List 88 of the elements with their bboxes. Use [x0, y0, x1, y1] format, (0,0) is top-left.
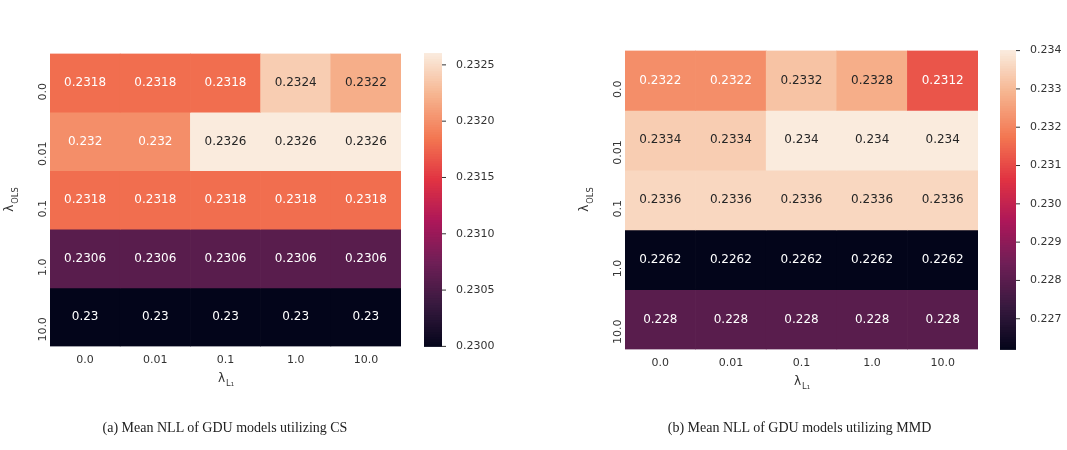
- data-label: 0.2324: [274, 75, 317, 89]
- data-label: 0.2262: [780, 251, 823, 266]
- data-label: 0.2306: [134, 250, 177, 265]
- data-label: 0.2306: [344, 250, 387, 265]
- data-label: 0.2318: [134, 75, 177, 89]
- y-tick-label: 10.0: [610, 319, 624, 345]
- y-axis-title: λOLS: [2, 187, 20, 212]
- data-label: 0.228: [784, 311, 819, 326]
- y-tick-label: 1.0: [35, 258, 49, 277]
- data-label: 0.2318: [274, 192, 317, 207]
- data-label: 0.2318: [64, 75, 107, 89]
- x-tick-label: 10.0: [930, 355, 955, 369]
- y-tick-label: 0.1: [610, 200, 624, 218]
- data-label: 0.2262: [921, 251, 964, 266]
- data-label: 0.2322: [709, 72, 752, 87]
- color-bar-label: 0.228: [1030, 273, 1062, 287]
- data-label: 0.2336: [709, 192, 752, 207]
- data-label: 0.2328: [851, 72, 894, 87]
- data-label: 0.2262: [639, 251, 682, 266]
- data-label: 0.2306: [204, 250, 247, 265]
- y-axis-title: λOLS: [577, 187, 595, 212]
- color-bar-label: 0.2305: [456, 282, 495, 296]
- data-label: 0.228: [854, 311, 890, 326]
- color-bar-label: 0.2315: [456, 170, 495, 184]
- color-bar-label: 0.2325: [456, 57, 495, 71]
- color-bar-label: 0.231: [1030, 158, 1062, 172]
- data-label: 0.232: [138, 133, 173, 148]
- data-label: 0.2318: [134, 192, 177, 207]
- color-bar-label: 0.2300: [456, 339, 495, 353]
- data-label: 0.228: [643, 311, 678, 326]
- x-tick-label: 0.0: [76, 352, 94, 366]
- data-label: 0.23: [282, 309, 310, 324]
- x-tick-label: 10.0: [353, 352, 379, 366]
- data-label: 0.2326: [344, 133, 387, 148]
- y-tick-label: 10.0: [35, 317, 49, 342]
- data-label: 0.23: [352, 309, 380, 324]
- x-tick-label: 1.0: [863, 355, 881, 369]
- y-tick-label: 0.01: [35, 141, 49, 166]
- data-label: 0.2262: [709, 251, 752, 266]
- x-tick-label: 0.01: [143, 352, 168, 366]
- data-label: 0.2318: [64, 192, 107, 207]
- data-label: 0.2312: [921, 72, 964, 87]
- color-bar-label: 0.234: [1030, 43, 1062, 57]
- x-tick-label: 1.0: [286, 352, 305, 366]
- x-tick-label: 0.1: [216, 352, 235, 366]
- color-bar-label: 0.230: [1030, 196, 1062, 210]
- data-label: 0.2318: [344, 192, 387, 207]
- data-label: 0.2334: [639, 132, 682, 147]
- color-bar-label: 0.229: [1030, 235, 1062, 248]
- color-bar-label: 0.232: [1030, 120, 1062, 134]
- data-label: 0.2334: [709, 132, 752, 147]
- data-label: 0.2306: [274, 250, 317, 265]
- data-label: 0.2318: [204, 192, 247, 207]
- data-label: 0.2336: [780, 192, 823, 207]
- y-tick-label: 0.01: [610, 140, 624, 165]
- data-label: 0.23: [141, 309, 169, 324]
- data-label: 0.234: [784, 132, 819, 147]
- text: (a) Mean NLL of GDU models utilizing CS: [101, 420, 349, 436]
- data-label: 0.2332: [780, 72, 823, 87]
- data-label: 0.2306: [64, 250, 107, 265]
- color-bar-label: 0.227: [1030, 311, 1062, 325]
- x-tick-label: 0.0: [651, 355, 670, 369]
- color-bar-label: 0.2310: [456, 226, 495, 240]
- y-tick-label: 0.0: [35, 82, 49, 101]
- color-bar-label: 0.2320: [456, 114, 495, 128]
- y-tick-label: 1.0: [610, 259, 624, 278]
- data-label: 0.228: [713, 311, 749, 326]
- data-label: 0.2322: [344, 75, 387, 89]
- text: (b) Mean NLL of GDU models utilizing MMD: [666, 420, 933, 436]
- data-label: 0.228: [925, 311, 960, 326]
- data-label: 0.234: [925, 132, 960, 147]
- data-label: 0.234: [854, 132, 890, 147]
- data-label: 0.2326: [274, 133, 317, 148]
- x-tick-label: 0.01: [718, 355, 744, 369]
- data-label: 0.23: [71, 309, 99, 324]
- data-label: 0.232: [67, 133, 103, 148]
- color-bar-label: 0.233: [1030, 81, 1062, 95]
- data-label: 0.23: [212, 309, 239, 324]
- data-label: 0.2336: [921, 192, 964, 207]
- data-label: 0.2336: [851, 192, 894, 207]
- data-label: 0.2262: [851, 251, 894, 266]
- y-tick-label: 0.1: [35, 200, 49, 218]
- data-label: 0.2318: [204, 75, 247, 89]
- data-label: 0.2336: [639, 192, 682, 207]
- data-label: 0.2322: [639, 72, 682, 87]
- x-tick-label: 0.1: [792, 355, 811, 369]
- data-label: 0.2326: [204, 133, 247, 148]
- y-tick-label: 0.0: [610, 80, 624, 98]
